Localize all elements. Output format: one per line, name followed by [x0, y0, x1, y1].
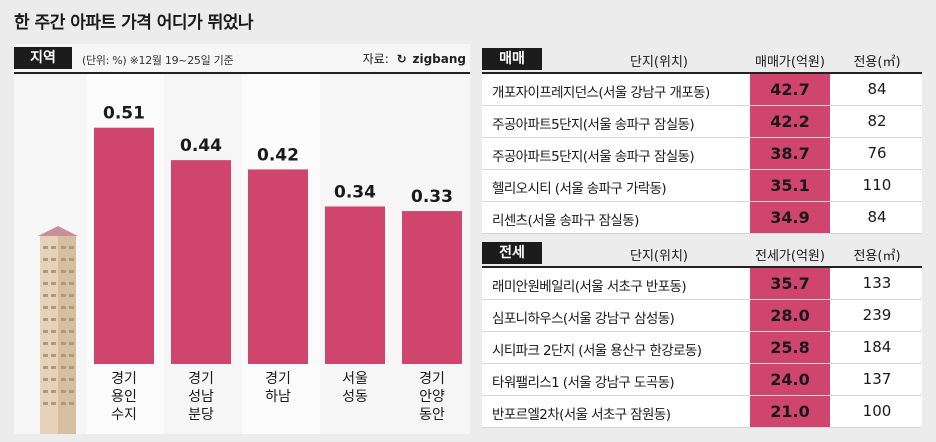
complex-name: 주공아파트5단지(서울 송파구 잠실동) [492, 149, 695, 165]
category-label: 용인 [111, 389, 137, 405]
price-cell: 21.0 [750, 396, 830, 427]
sale-col-area: 전용(㎡) [853, 55, 901, 70]
bar-value-label: 0.44 [180, 136, 222, 156]
bar [94, 127, 154, 364]
category-label: 경기 [111, 371, 137, 387]
category-label: 안양 [419, 389, 445, 405]
category-label: 성남 [188, 389, 214, 405]
lease-col-area: 전용(㎡) [853, 249, 901, 264]
area-cell: 133 [862, 274, 892, 292]
table-row: 심포니하우스(서울 강남구 삼성동) 28.0 239 [482, 300, 922, 332]
chart-header: 지역 (단위: %) ※12월 19~25일 기준 자료: ↻ zigbang [14, 44, 470, 74]
category-label: 서울 [342, 371, 368, 387]
price-cell: 42.7 [750, 74, 830, 105]
complex-name: 타워팰리스1 (서울 강남구 도곡동) [492, 375, 675, 391]
apartment-building-icon [38, 226, 78, 434]
complex-name: 주공아파트5단지(서울 송파구 잠실동) [492, 117, 695, 133]
bar [171, 160, 231, 364]
price-cell: 35.1 [750, 170, 830, 201]
source-credit: 자료: ↻ zigbang [363, 50, 466, 67]
bar-value-label: 0.33 [411, 187, 453, 207]
lease-col-complex: 단지(위치) [630, 249, 688, 264]
price-cell: 24.0 [750, 364, 830, 395]
category-label: 분당 [188, 407, 214, 423]
area-cell: 82 [867, 112, 887, 130]
complex-name: 헬리오시티 (서울 송파구 가락동) [492, 181, 667, 197]
lease-tag: 전세 [482, 242, 542, 264]
table-row: 주공아파트5단지(서울 송파구 잠실동) 42.2 82 [482, 106, 922, 138]
price-cell: 25.8 [750, 332, 830, 363]
sale-col-complex: 단지(위치) [630, 55, 688, 70]
bar-value-label: 0.51 [103, 104, 145, 124]
source-label: 자료: [362, 52, 389, 66]
price-cell: 35.7 [750, 268, 830, 299]
sale-col-price: 매매가(억원) [755, 55, 825, 70]
region-tag: 지역 [14, 47, 72, 69]
bar-value-label: 0.34 [334, 182, 376, 202]
page-title: 한 주간 아파트 가격 어디가 뛰었나 [14, 13, 254, 33]
area-cell: 184 [862, 338, 892, 356]
area-cell: 84 [867, 208, 887, 226]
table-row: 타워팰리스1 (서울 강남구 도곡동) 24.0 137 [482, 364, 922, 396]
top-complex-tables: 매매 단지(위치) 매매가(억원) 전용(㎡) 개포자이프레지던스(서울 강남구… [482, 44, 922, 434]
sale-table-body: 개포자이프레지던스(서울 강남구 개포동) 42.7 84 주공아파트5단지(서울 송… [482, 74, 922, 234]
complex-name: 시티파크 2단지 (서울 용산구 한강로동) [492, 343, 702, 359]
price-cell: 34.9 [750, 202, 830, 233]
complex-name: 심포니하우스(서울 강남구 삼성동) [492, 311, 675, 327]
unit-note: (단위: %) ※12월 19~25일 기준 [82, 54, 234, 67]
table-row: 시티파크 2단지 (서울 용산구 한강로동) 25.8 184 [482, 332, 922, 364]
price-cell: 42.2 [750, 106, 830, 137]
complex-name: 래미안원베일리(서울 서초구 반포동) [492, 279, 687, 295]
category-label: 성동 [342, 389, 368, 405]
area-cell: 84 [867, 80, 887, 98]
area-cell: 110 [862, 176, 892, 194]
lease-table-body: 래미안원베일리(서울 서초구 반포동) 35.7 133 심포니하우스(서울 강남구 … [482, 268, 922, 428]
bar-value-label: 0.42 [257, 145, 299, 165]
table-row: 리센츠(서울 송파구 잠실동) 34.9 84 [482, 202, 922, 234]
table-row: 주공아파트5단지(서울 송파구 잠실동) 38.7 76 [482, 138, 922, 170]
category-label: 경기 [188, 371, 214, 387]
lease-col-price: 전세가(억원) [755, 249, 825, 264]
area-cell: 76 [867, 144, 887, 162]
price-cell: 28.0 [750, 300, 830, 331]
table-row: 래미안원베일리(서울 서초구 반포동) 35.7 133 [482, 268, 922, 300]
bar [248, 169, 308, 364]
complex-name: 개포자이프레지던스(서울 강남구 개포동) [492, 85, 710, 101]
complex-name: 리센츠(서울 송파구 잠실동) [492, 213, 639, 229]
region-chart-panel: 지역 (단위: %) ※12월 19~25일 기준 자료: ↻ zigbang [14, 44, 470, 434]
category-label: 수지 [111, 407, 137, 423]
area-cell: 239 [862, 306, 892, 324]
complex-name: 반포르엘2차(서울 서초구 잠원동) [492, 407, 671, 423]
area-cell: 137 [862, 370, 892, 388]
category-label: 경기 [265, 371, 291, 387]
source-brand: zigbang [412, 52, 466, 66]
price-cell: 38.7 [750, 138, 830, 169]
area-cell: 100 [862, 402, 892, 420]
table-row: 헬리오시티 (서울 송파구 가락동) 35.1 110 [482, 170, 922, 202]
zigbang-logo-icon: ↻ [396, 52, 407, 66]
bar [325, 206, 385, 364]
table-row: 반포르엘2차(서울 서초구 잠원동) 21.0 100 [482, 396, 922, 428]
sale-tag: 매매 [482, 48, 542, 70]
category-label: 경기 [419, 371, 445, 387]
table-row: 개포자이프레지던스(서울 강남구 개포동) 42.7 84 [482, 74, 922, 106]
category-label: 동안 [419, 407, 445, 423]
sale-table-header: 매매 단지(위치) 매매가(억원) 전용(㎡) [482, 46, 922, 74]
bar [402, 211, 462, 364]
category-label: 하남 [265, 389, 291, 405]
lease-table-header: 전세 단지(위치) 전세가(억원) 전용(㎡) [482, 240, 922, 268]
